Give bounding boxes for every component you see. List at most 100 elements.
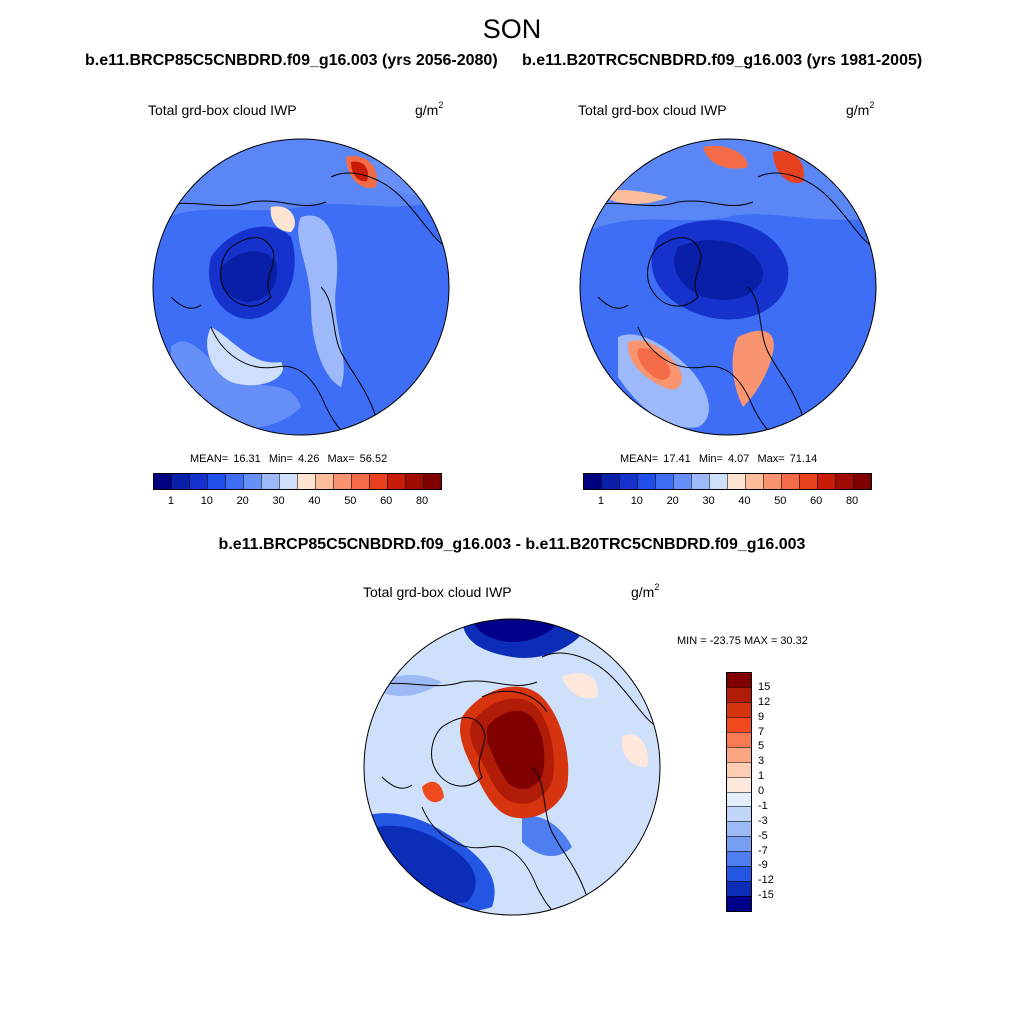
- colorbar-tick-label: 60: [810, 495, 823, 507]
- panel3-units: g/m2: [631, 582, 660, 600]
- panel3-variable-label: Total grd-box cloud IWP: [363, 584, 512, 600]
- colorbar-swatch: [727, 673, 751, 687]
- figure-title: SON: [482, 14, 542, 44]
- colorbar-tick-label: -3: [758, 814, 768, 827]
- coastlines: [160, 172, 447, 435]
- map-field-region: [487, 711, 545, 789]
- colorbar-swatch: [405, 474, 423, 489]
- panel1-polar-map: [152, 138, 450, 436]
- colorbar-swatch: [727, 806, 751, 822]
- colorbar-swatch: [745, 474, 763, 489]
- map-field-region: [472, 619, 562, 642]
- colorbar-swatch: [637, 474, 655, 489]
- colorbar-swatch: [727, 866, 751, 882]
- colorbar-tick-label: 20: [236, 495, 249, 507]
- colorbar-swatch: [727, 474, 745, 489]
- colorbar-swatch: [261, 474, 279, 489]
- colorbar-tick-label: 1: [758, 770, 765, 783]
- colorbar-tick-label: -1: [758, 799, 768, 812]
- colorbar-swatch: [817, 474, 835, 489]
- panel2-colorbar: [583, 473, 872, 490]
- run2-title: b.e11.B20TRC5CNBDRD.f09_g16.003 (yrs 198…: [522, 52, 923, 69]
- panel2-units: g/m2: [846, 100, 875, 118]
- colorbar-tick-label: -7: [758, 844, 768, 857]
- colorbar-swatch: [423, 474, 441, 489]
- difference-title: b.e11.BRCP85C5CNBDRD.f09_g16.003 - b.e11…: [218, 536, 806, 553]
- colorbar-swatch: [799, 474, 817, 489]
- colorbar-tick-label: 7: [758, 725, 765, 738]
- colorbar-tick-label: 40: [308, 495, 321, 507]
- panel1-variable-label: Total grd-box cloud IWP: [148, 102, 297, 118]
- colorbar-swatch: [207, 474, 225, 489]
- panel2-variable-label: Total grd-box cloud IWP: [578, 102, 727, 118]
- map-field-region: [422, 781, 444, 803]
- colorbar-tick-label: 3: [758, 755, 765, 768]
- colorbar-tick-label: 1: [597, 495, 604, 507]
- colorbar-swatch: [154, 474, 171, 489]
- colorbar-swatch: [727, 716, 751, 732]
- colorbar-swatch: [709, 474, 727, 489]
- colorbar-swatch: [727, 896, 751, 911]
- colorbar-swatch: [727, 836, 751, 852]
- colorbar-tick-label: -5: [758, 829, 768, 842]
- coastlines: [587, 172, 874, 435]
- colorbar-swatch: [727, 686, 751, 702]
- colorbar-swatch: [673, 474, 691, 489]
- colorbar-swatch: [351, 474, 369, 489]
- colorbar-swatch: [619, 474, 637, 489]
- panel3-min-max: MIN = -23.75 MAX = 30.32: [677, 635, 808, 647]
- coastlines: [371, 652, 658, 915]
- colorbar-tick-label: 50: [774, 495, 787, 507]
- colorbar-tick-label: 60: [380, 495, 393, 507]
- colorbar-tick-label: 10: [630, 495, 643, 507]
- map-field-region: [773, 151, 804, 183]
- colorbar-swatch: [315, 474, 333, 489]
- colorbar-swatch: [333, 474, 351, 489]
- map-field-region: [298, 215, 344, 387]
- colorbar-swatch: [727, 746, 751, 762]
- panel2-stats: MEAN= 17.41 Min= 4.07 Max= 71.14: [620, 453, 818, 465]
- panel3-polar-map: [363, 618, 661, 916]
- map-field-region: [621, 734, 648, 767]
- map-field-region: [674, 240, 763, 300]
- colorbar-swatch: [727, 881, 751, 897]
- map-field-region: [703, 145, 748, 169]
- map-field-region: [207, 327, 283, 386]
- colorbar-swatch: [655, 474, 673, 489]
- map-field-region: [598, 189, 668, 204]
- colorbar-swatch: [727, 761, 751, 777]
- colorbar-tick-label: 50: [344, 495, 357, 507]
- colorbar-tick-label: 0: [758, 785, 765, 797]
- colorbar-tick-label: 20: [666, 495, 679, 507]
- colorbar-swatch: [369, 474, 387, 489]
- colorbar-swatch: [781, 474, 799, 489]
- colorbar-swatch: [387, 474, 405, 489]
- panel2-polar-map: [579, 138, 877, 436]
- colorbar-swatch: [727, 776, 751, 792]
- colorbar-swatch: [189, 474, 207, 489]
- map-field-region: [270, 206, 295, 232]
- colorbar-swatch: [243, 474, 261, 489]
- colorbar-swatch: [727, 821, 751, 837]
- colorbar-swatch: [171, 474, 189, 489]
- colorbar-swatch: [835, 474, 853, 489]
- colorbar-tick-label: 15: [758, 680, 771, 693]
- map-field-region: [562, 673, 598, 699]
- colorbar-tick-label: -15: [758, 889, 774, 902]
- colorbar-swatch: [763, 474, 781, 489]
- colorbar-swatch: [727, 731, 751, 747]
- colorbar-swatch: [853, 474, 871, 489]
- colorbar-tick-label: 30: [702, 495, 715, 507]
- colorbar-swatch: [225, 474, 243, 489]
- colorbar-swatch: [727, 701, 751, 717]
- difference-colorbar: [726, 672, 752, 912]
- colorbar-tick-label: 1: [167, 495, 174, 507]
- map-field-region: [580, 139, 876, 237]
- colorbar-tick-label: 9: [758, 710, 765, 723]
- colorbar-tick-label: -12: [758, 874, 774, 887]
- colorbar-swatch: [279, 474, 297, 489]
- colorbar-swatch: [727, 851, 751, 867]
- colorbar-swatch: [691, 474, 709, 489]
- colorbar-tick-label: 10: [200, 495, 213, 507]
- panel1-colorbar: [153, 473, 442, 490]
